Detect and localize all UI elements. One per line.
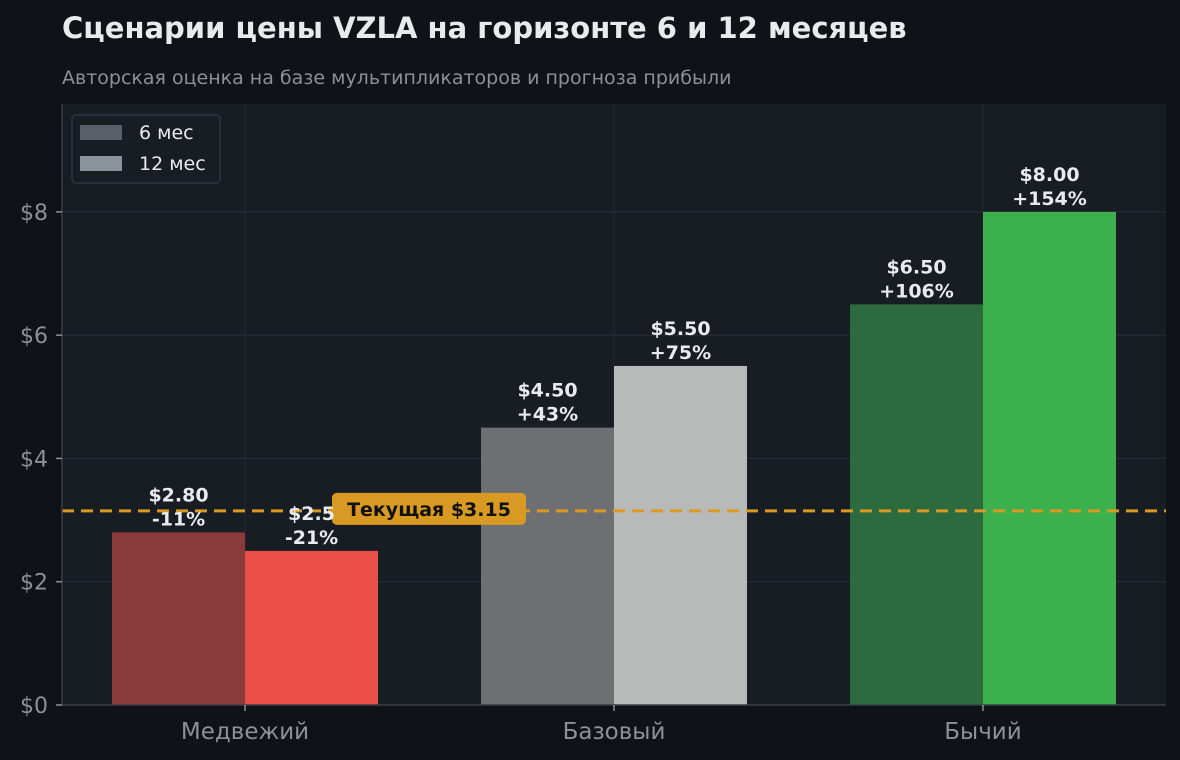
labels-layer: $2.80-11% $4.50+43% $6.50+106% $2.5-21% $5.5… (148, 164, 1086, 549)
bar (850, 304, 983, 705)
chart-subtitle: Авторская оценка на базе мультипликаторо… (62, 67, 731, 89)
bar-value-label: $2.5 (288, 503, 335, 525)
bar-pct-label: +43% (517, 404, 578, 426)
bar (481, 427, 614, 705)
bars-layer (112, 211, 1116, 705)
y-tick-label: $6 (20, 324, 48, 349)
bar-value-label: $8.00 (1019, 164, 1079, 186)
bar-pct-label: -11% (152, 508, 205, 530)
legend-label: 12 мес (139, 153, 206, 175)
y-tick-label: $0 (20, 694, 48, 719)
bar (614, 365, 747, 705)
y-tick-label: $8 (20, 201, 48, 226)
axis-layer: $0 $2 $4 $6 $8 Медвежий Базовый Бычий (20, 104, 1166, 745)
bar-value-label: $6.50 (886, 256, 946, 278)
reference-line-layer: Текущая $3.15 (62, 492, 1166, 525)
reference-line-label-box (332, 492, 526, 525)
legend-swatch (80, 125, 122, 140)
bar-pct-label: +154% (1012, 188, 1087, 210)
bar-value-label: $5.50 (650, 318, 710, 340)
y-tick-label: $4 (20, 447, 48, 472)
legend-label: 6 мес (139, 122, 194, 144)
bar-value-label: $4.50 (517, 380, 577, 402)
bar (245, 550, 378, 705)
bar-pct-label: +106% (879, 280, 954, 302)
reference-line-label: Текущая $3.15 (347, 499, 511, 521)
legend-swatch (80, 156, 122, 171)
chart-title: Сценарии цены VZLA на горизонте 6 и 12 м… (62, 11, 907, 45)
legend: 6 мес 12 мес (71, 114, 221, 184)
bar-value-label: $2.80 (148, 484, 208, 506)
bar-pct-label: -21% (285, 527, 338, 549)
x-tick-label: Базовый (563, 719, 666, 745)
bar (983, 211, 1116, 705)
bar-pct-label: +75% (650, 342, 711, 364)
y-tick-label: $2 (20, 571, 48, 596)
bar (112, 532, 245, 705)
x-tick-label: Медвежий (181, 719, 309, 745)
x-tick-label: Бычий (944, 719, 1021, 745)
